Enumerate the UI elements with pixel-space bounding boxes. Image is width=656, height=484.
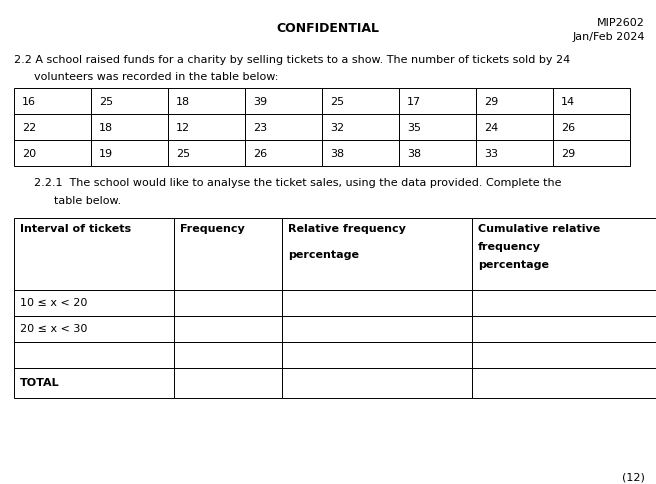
Bar [322,140,399,166]
Text: 2.2.1  The school would like to analyse the ticket sales, using the data provide: 2.2.1 The school would like to analyse t… [34,178,562,188]
Text: table below.: table below. [54,196,121,206]
Text: frequency: frequency [478,242,541,252]
Bar [174,342,282,368]
Text: 29: 29 [561,149,575,159]
Bar [91,140,168,166]
Text: 14: 14 [561,97,575,107]
Text: 22: 22 [22,123,36,133]
Bar [322,114,399,140]
Bar [282,342,472,368]
Text: 25: 25 [330,97,344,107]
Bar [472,218,656,290]
Text: 24: 24 [484,123,499,133]
Bar [91,88,168,114]
Text: 32: 32 [330,123,344,133]
Bar [553,114,630,140]
Text: 33: 33 [484,149,498,159]
Bar [476,140,553,166]
Bar [399,114,476,140]
Bar [472,342,656,368]
Text: percentage: percentage [478,260,549,270]
Bar [174,316,282,342]
Bar [282,368,472,398]
Text: 39: 39 [253,97,267,107]
Bar [472,316,656,342]
Bar [399,140,476,166]
Bar [472,290,656,316]
Bar [282,218,472,290]
Text: 16: 16 [22,97,36,107]
Text: 18: 18 [176,97,190,107]
Bar [245,88,322,114]
Bar [174,290,282,316]
Text: 19: 19 [99,149,113,159]
Text: Relative frequency: Relative frequency [288,224,406,234]
Bar [245,140,322,166]
Text: Interval of tickets: Interval of tickets [20,224,131,234]
Bar [282,316,472,342]
Bar [168,114,245,140]
Text: 26: 26 [253,149,267,159]
Text: 38: 38 [330,149,344,159]
Bar [91,114,168,140]
Bar [553,140,630,166]
Bar [14,316,174,342]
Bar [14,218,174,290]
Text: TOTAL: TOTAL [20,378,60,388]
Text: 25: 25 [176,149,190,159]
Bar [14,88,91,114]
Text: 2.2 A school raised funds for a charity by selling tickets to a show. The number: 2.2 A school raised funds for a charity … [14,55,570,65]
Text: 29: 29 [484,97,499,107]
Bar [553,88,630,114]
Text: Jan/Feb 2024: Jan/Feb 2024 [573,32,645,42]
Bar [168,140,245,166]
Bar [14,342,174,368]
Bar [476,114,553,140]
Text: percentage: percentage [288,250,359,260]
Text: Frequency: Frequency [180,224,245,234]
Bar [174,218,282,290]
Text: 20 ≤ x < 30: 20 ≤ x < 30 [20,324,87,334]
Bar [399,88,476,114]
Bar [14,140,91,166]
Text: 17: 17 [407,97,421,107]
Text: 23: 23 [253,123,267,133]
Text: 10 ≤ x < 20: 10 ≤ x < 20 [20,298,87,308]
Text: 35: 35 [407,123,421,133]
Text: 26: 26 [561,123,575,133]
Bar [322,88,399,114]
Text: Cumulative relative: Cumulative relative [478,224,600,234]
Bar [168,88,245,114]
Text: 20: 20 [22,149,36,159]
Bar [174,368,282,398]
Bar [14,290,174,316]
Text: CONFIDENTIAL: CONFIDENTIAL [276,22,380,35]
Text: 25: 25 [99,97,113,107]
Text: volunteers was recorded in the table below:: volunteers was recorded in the table bel… [34,72,278,82]
Text: 12: 12 [176,123,190,133]
Text: (12): (12) [622,472,645,482]
Bar [245,114,322,140]
Text: MIP2602: MIP2602 [597,18,645,28]
Bar [14,114,91,140]
Bar [14,368,174,398]
Text: 38: 38 [407,149,421,159]
Text: 18: 18 [99,123,113,133]
Bar [282,290,472,316]
Bar [476,88,553,114]
Bar [472,368,656,398]
